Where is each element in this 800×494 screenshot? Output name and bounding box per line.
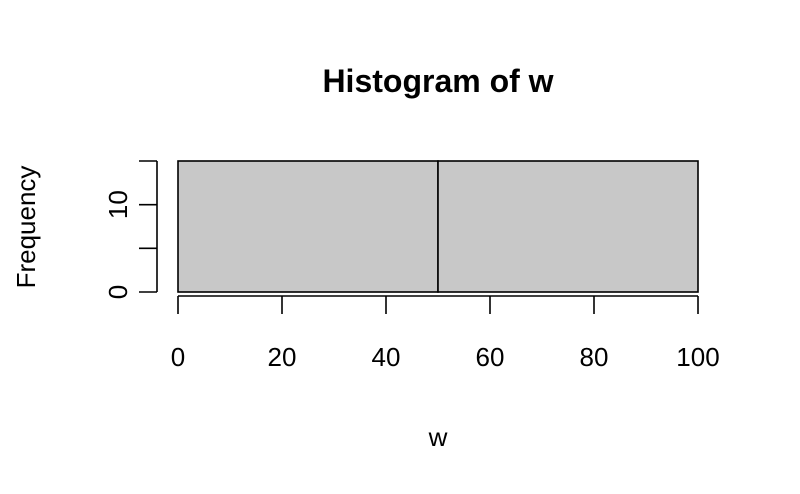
x-tick-label-0: 0 bbox=[171, 342, 185, 372]
x-tick-label-5: 100 bbox=[676, 342, 719, 372]
x-tick-label-1: 20 bbox=[268, 342, 297, 372]
x-axis-label: w bbox=[428, 422, 448, 452]
y-tick-label-2: 10 bbox=[103, 190, 133, 219]
x-tick-label-4: 80 bbox=[580, 342, 609, 372]
y-axis-label: Frequency bbox=[11, 166, 41, 289]
histogram-bar-0 bbox=[177, 160, 439, 293]
histogram-bar-1 bbox=[437, 160, 699, 293]
x-tick-label-2: 40 bbox=[372, 342, 401, 372]
y-tick-label-0: 0 bbox=[103, 285, 133, 299]
y-axis: 0 10 bbox=[103, 160, 158, 299]
x-axis: 0 20 40 60 80 100 bbox=[171, 295, 720, 372]
chart-title: Histogram of w bbox=[322, 63, 553, 99]
bars-group bbox=[177, 160, 699, 293]
x-tick-label-3: 60 bbox=[476, 342, 505, 372]
